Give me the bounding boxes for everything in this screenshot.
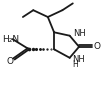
Text: NH: NH bbox=[73, 29, 86, 39]
Text: H₂N: H₂N bbox=[2, 35, 19, 44]
Text: NH: NH bbox=[72, 55, 85, 64]
Text: H: H bbox=[72, 60, 78, 69]
Text: O: O bbox=[94, 42, 101, 51]
Text: O: O bbox=[6, 57, 13, 66]
